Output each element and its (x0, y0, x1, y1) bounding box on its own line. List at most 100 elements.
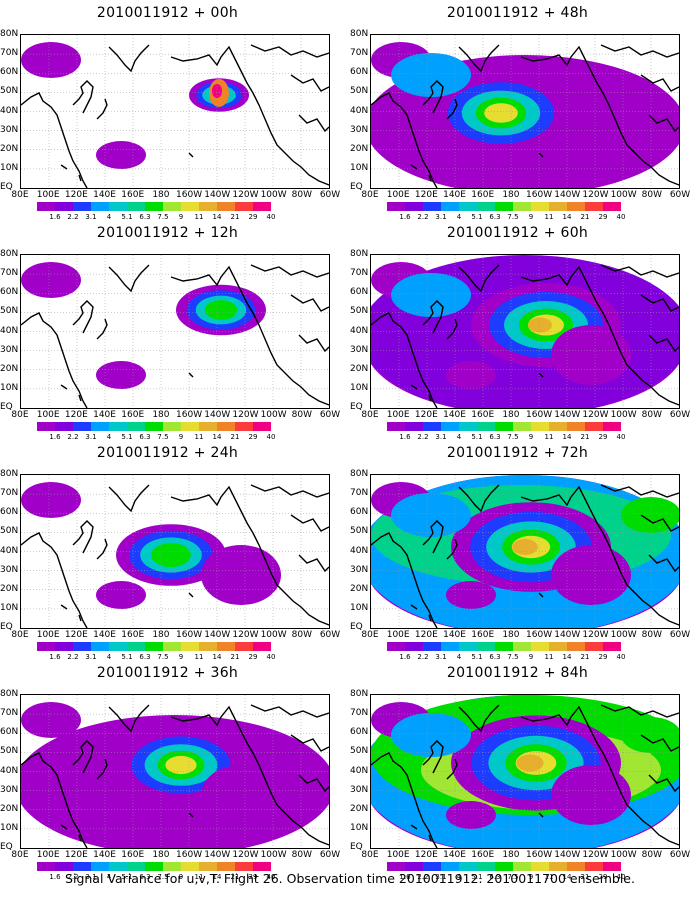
coastline (582, 714, 679, 846)
colorbar-label: 40 (616, 653, 626, 661)
contour-region (21, 42, 81, 78)
lon-tick-label: 100W (260, 410, 287, 420)
colorbar-swatch (235, 862, 253, 871)
lat-tick-label: 50N (0, 746, 19, 757)
coastline (250, 264, 329, 278)
colorbar-label: 9 (178, 653, 184, 661)
colorbar-label: 29 (248, 433, 258, 441)
contour-region (516, 754, 544, 772)
lat-tick-label: EQ (350, 842, 363, 852)
colorbar-swatch (531, 422, 549, 431)
lon-tick-label: 160W (176, 190, 203, 200)
lon-tick-label: 140E (443, 410, 466, 420)
lat-tick-label: 80N (350, 469, 369, 479)
colorbar-label: 11 (194, 653, 204, 661)
contour-region (96, 361, 146, 389)
colorbar-swatch (513, 642, 531, 651)
coastline (298, 774, 329, 793)
colorbar-swatch (37, 862, 55, 871)
lon-tick-label: 60W (319, 190, 341, 200)
lat-tick-label: 70N (0, 268, 19, 279)
lon-tick-label: 120E (64, 850, 88, 860)
colorbar-label: 1.6 (399, 213, 411, 221)
lat-tick-label: 70N (0, 708, 19, 719)
panel-title: 2010011912 + 36h (96, 665, 239, 681)
colorbar-label: 14 (212, 433, 222, 441)
coastline (250, 44, 329, 58)
lon-tick-label: 120E (414, 190, 438, 200)
map-canvas (371, 475, 679, 628)
lon-tick-label: 120E (414, 630, 438, 640)
colorbar-label: 40 (266, 873, 276, 881)
coastline (108, 484, 150, 513)
colorbar-label: 2.2 (417, 433, 429, 441)
colorbar-label: 6.3 (139, 213, 151, 221)
coastline (520, 705, 584, 727)
lon-tick-label: 160E (121, 190, 145, 200)
colorbar (387, 642, 621, 651)
colorbar-swatch (253, 422, 271, 431)
lat-tick-label: 30N (350, 564, 369, 575)
coastline (371, 752, 438, 848)
lat-tick-label: 80N (0, 469, 19, 479)
coastline (21, 752, 88, 848)
lat-tick-label: 40N (0, 765, 19, 776)
coastline (458, 704, 500, 733)
colorbar-label: 40 (266, 213, 276, 221)
colorbar-swatch (163, 202, 181, 211)
coastline (538, 372, 544, 378)
lon-tick-label: 120W (582, 630, 609, 640)
lon-tick-label: 120W (232, 850, 259, 860)
colorbar-swatch (603, 642, 621, 651)
colorbar-label: 7.5 (507, 653, 519, 661)
colorbar-swatch (585, 862, 603, 871)
colorbar-label: 14 (562, 433, 572, 441)
colorbar-label: 14 (212, 873, 222, 881)
colorbar-swatch (387, 422, 405, 431)
variance-map (370, 474, 680, 629)
colorbar-label: 5.1 (121, 433, 133, 441)
colorbar-label: 6.3 (139, 653, 151, 661)
coastline (60, 384, 68, 390)
contour-region (621, 717, 679, 753)
colorbar-swatch (423, 202, 441, 211)
lon-tick-label: 120W (582, 410, 609, 420)
lon-tick-label: 60W (669, 630, 691, 640)
lon-tick-label: 160W (176, 410, 203, 420)
lat-tick-label: 10N (0, 382, 19, 393)
colorbar-label: 14 (212, 213, 222, 221)
lat-tick-label: 60N (0, 287, 19, 298)
coastline (371, 312, 438, 408)
coastline (72, 80, 94, 114)
colorbar-label: 5.1 (121, 873, 133, 881)
lon-tick-label: 60W (669, 190, 691, 200)
colorbar-swatch (127, 422, 145, 431)
lon-tick-label: 160W (176, 630, 203, 640)
colorbar-swatch (603, 862, 621, 871)
coastline (600, 44, 679, 58)
colorbar-label: 40 (616, 873, 626, 881)
coastline (232, 274, 329, 406)
lat-tick-label: EQ (0, 622, 13, 632)
coastline (410, 604, 418, 610)
coastline (371, 532, 438, 628)
variance-map (370, 694, 680, 849)
lon-tick-label: 120W (582, 850, 609, 860)
colorbar-label: 5.1 (471, 433, 483, 441)
contour-region (621, 497, 679, 533)
colorbar-label: 29 (248, 213, 258, 221)
colorbar-label: 21 (580, 653, 590, 661)
colorbar-swatch (37, 422, 55, 431)
colorbar-swatch (459, 862, 477, 871)
lon-tick-label: 80E (361, 630, 379, 640)
lat-tick-label: 40N (0, 105, 19, 116)
lat-tick-label: 30N (350, 784, 369, 795)
contour-region (391, 273, 471, 317)
lon-tick-label: 180 (152, 410, 170, 420)
colorbar-swatch (181, 862, 199, 871)
colorbar-label: 21 (580, 873, 590, 881)
colorbar-label: 1.6 (399, 873, 411, 881)
contour-region (446, 361, 496, 389)
colorbar-label: 4 (106, 653, 112, 661)
lat-tick-label: EQ (0, 182, 13, 192)
